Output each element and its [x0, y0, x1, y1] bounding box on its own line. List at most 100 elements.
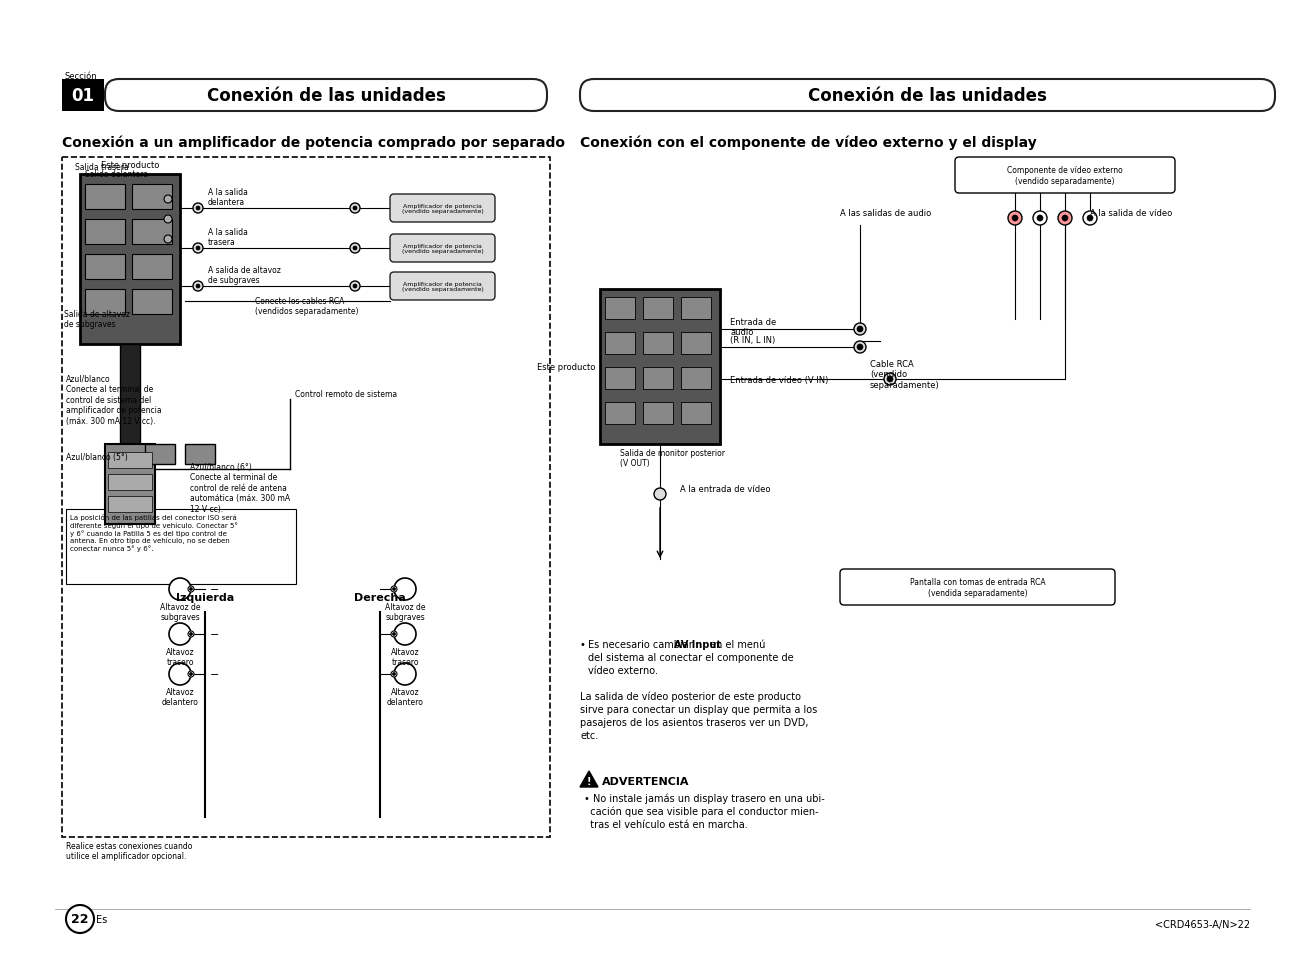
Circle shape	[190, 633, 192, 636]
Bar	[681, 297, 711, 319]
FancyBboxPatch shape	[105, 80, 548, 112]
Bar	[605, 402, 635, 424]
FancyBboxPatch shape	[955, 158, 1175, 193]
Circle shape	[350, 244, 359, 253]
Text: Azul/blanco (6°)
Conecte al terminal de
control de relé de antena
automática (má: Azul/blanco (6°) Conecte al terminal de …	[190, 462, 290, 513]
Text: 22: 22	[72, 913, 89, 925]
Bar	[108, 497, 152, 513]
Bar	[105, 444, 156, 524]
Bar	[643, 297, 673, 319]
Text: La posición de las patillas del conector ISO será
diferente según el tipo de veh: La posición de las patillas del conector…	[71, 514, 238, 552]
Bar	[605, 297, 635, 319]
Circle shape	[1033, 212, 1047, 226]
Bar	[85, 254, 125, 280]
Circle shape	[193, 244, 203, 253]
Bar	[681, 402, 711, 424]
Bar	[643, 368, 673, 390]
Text: pasajeros de los asientos traseros ver un DVD,: pasajeros de los asientos traseros ver u…	[580, 718, 809, 727]
Text: Salida trasera: Salida trasera	[74, 163, 129, 172]
Text: Salida de monitor posterior
(V OUT): Salida de monitor posterior (V OUT)	[620, 449, 725, 468]
Text: tras el vehículo está en marcha.: tras el vehículo está en marcha.	[584, 820, 748, 829]
Text: Entrada de
audio: Entrada de audio	[731, 317, 776, 337]
Circle shape	[1057, 212, 1072, 226]
Text: Entrada de vídeo (V IN): Entrada de vídeo (V IN)	[731, 375, 829, 385]
Bar	[85, 290, 125, 314]
Circle shape	[163, 195, 173, 204]
Text: Salida delantera: Salida delantera	[85, 170, 148, 179]
Circle shape	[193, 282, 203, 292]
Circle shape	[350, 282, 359, 292]
Text: Altavoz de
subgraves: Altavoz de subgraves	[159, 602, 200, 621]
Circle shape	[1036, 215, 1043, 222]
Text: Cable RCA
(vendido
separadamente): Cable RCA (vendido separadamente)	[870, 359, 940, 390]
Bar	[681, 333, 711, 355]
Bar	[120, 345, 140, 444]
Polygon shape	[580, 771, 599, 787]
Bar	[132, 254, 173, 280]
Text: A la salida
delantera: A la salida delantera	[208, 188, 248, 207]
Text: La salida de vídeo posterior de este producto: La salida de vídeo posterior de este pro…	[580, 691, 801, 701]
Bar	[145, 444, 175, 464]
Text: vídeo externo.: vídeo externo.	[588, 665, 657, 676]
Text: A salida de altavoz
de subgraves: A salida de altavoz de subgraves	[208, 265, 281, 285]
Text: Realice estas conexiones cuando
utilice el amplificador opcional.: Realice estas conexiones cuando utilice …	[65, 841, 192, 861]
Text: Amplificador de potencia
(vendido separadamente): Amplificador de potencia (vendido separa…	[401, 281, 484, 292]
Circle shape	[193, 204, 203, 213]
Bar	[643, 402, 673, 424]
Circle shape	[853, 341, 867, 354]
Text: Este producto: Este producto	[101, 161, 159, 170]
Circle shape	[393, 623, 416, 645]
Circle shape	[392, 673, 396, 676]
Circle shape	[391, 671, 397, 678]
Bar	[681, 368, 711, 390]
Circle shape	[196, 207, 200, 211]
Bar	[643, 333, 673, 355]
Circle shape	[857, 327, 863, 333]
Text: Izquierda: Izquierda	[176, 593, 234, 602]
Circle shape	[190, 588, 192, 591]
Text: −: −	[210, 669, 220, 679]
FancyBboxPatch shape	[389, 273, 495, 301]
Bar	[600, 290, 720, 444]
Text: Es necesario cambiar: Es necesario cambiar	[588, 639, 695, 649]
Circle shape	[393, 578, 416, 600]
Bar	[605, 368, 635, 390]
Text: Conexión a un amplificador de potencia comprado por separado: Conexión a un amplificador de potencia c…	[61, 135, 565, 150]
Circle shape	[1008, 212, 1022, 226]
Text: Pantalla con tomas de entrada RCA
(vendida separadamente): Pantalla con tomas de entrada RCA (vendi…	[910, 578, 1046, 598]
Text: AV Input: AV Input	[674, 639, 721, 649]
Bar	[108, 475, 152, 491]
Circle shape	[188, 586, 193, 593]
Circle shape	[857, 345, 863, 351]
Text: Altavoz
trasero: Altavoz trasero	[166, 647, 195, 667]
Text: Sección: Sección	[64, 71, 97, 81]
Text: ADVERTENCIA: ADVERTENCIA	[603, 776, 690, 786]
FancyBboxPatch shape	[389, 194, 495, 223]
Circle shape	[65, 905, 94, 933]
Bar	[132, 290, 173, 314]
Circle shape	[654, 489, 667, 500]
Bar	[85, 185, 125, 210]
Circle shape	[1087, 215, 1093, 222]
Bar	[132, 220, 173, 245]
Text: Altavoz de
subgraves: Altavoz de subgraves	[384, 602, 425, 621]
Circle shape	[853, 324, 867, 335]
Circle shape	[1063, 215, 1068, 222]
Text: 01: 01	[72, 87, 94, 105]
Text: Altavoz
delantero: Altavoz delantero	[162, 687, 199, 707]
Circle shape	[169, 663, 191, 685]
Circle shape	[392, 633, 396, 636]
Bar	[65, 510, 295, 584]
Circle shape	[884, 374, 897, 386]
Text: Componente de vídeo externo
(vendido separadamente): Componente de vídeo externo (vendido sep…	[1008, 166, 1123, 186]
Text: Es: Es	[95, 914, 107, 924]
Bar	[80, 174, 180, 345]
Circle shape	[196, 285, 200, 289]
Text: Amplificador de potencia
(vendido separadamente): Amplificador de potencia (vendido separa…	[401, 203, 484, 214]
Text: Conexión de las unidades: Conexión de las unidades	[808, 87, 1047, 105]
Bar	[132, 185, 173, 210]
Text: !: !	[587, 776, 591, 786]
FancyBboxPatch shape	[580, 80, 1276, 112]
Circle shape	[391, 631, 397, 638]
Text: Amplificador de potencia
(vendido separadamente): Amplificador de potencia (vendido separa…	[401, 243, 484, 254]
